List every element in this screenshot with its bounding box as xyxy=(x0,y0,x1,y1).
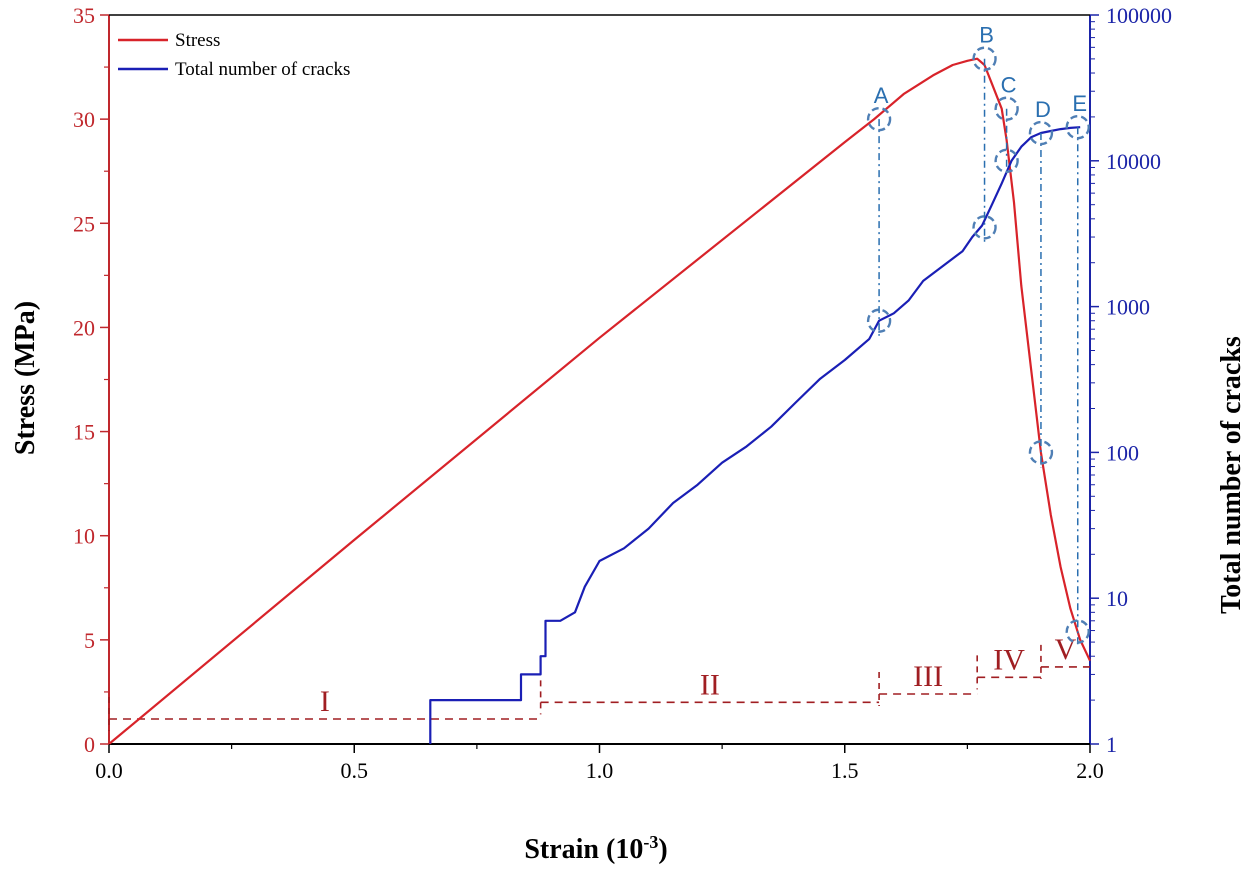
cracks-point-marker xyxy=(1028,120,1054,146)
left-axis-title: Stress (MPa) xyxy=(10,301,41,455)
x-tick-label: 2.0 xyxy=(1076,758,1104,783)
cracks-point-marker xyxy=(994,148,1019,174)
y-left-tick-label: 25 xyxy=(73,211,95,236)
point-label: C xyxy=(1001,73,1017,98)
cracks-point-marker xyxy=(972,215,997,240)
point-label: B xyxy=(979,23,994,48)
stage-label: III xyxy=(913,660,943,693)
cracks-series-line xyxy=(429,126,1081,744)
stress-point-marker xyxy=(866,106,892,132)
legend-cracks-label: Total number of cracks xyxy=(175,59,350,80)
y-left-tick-label: 35 xyxy=(73,3,95,28)
plot-frame xyxy=(108,14,1091,745)
cracks-point-marker xyxy=(866,308,892,333)
series-lines xyxy=(108,57,1091,745)
point-label: D xyxy=(1035,97,1051,122)
x-tick-label: 1.0 xyxy=(586,758,614,783)
axis-ticks: 0.0 0.5 1.0 1.5 2.0 0 5 10 15 20 25 30 35 1 10 100 1000 1… xyxy=(73,3,1172,783)
stage-label: I xyxy=(320,685,330,718)
y-left-tick-label: 30 xyxy=(73,107,95,132)
y-right-tick-label: 10000 xyxy=(1106,149,1161,174)
point-label: E xyxy=(1072,91,1087,116)
legend-stress-label: Stress xyxy=(175,30,220,51)
point-label: A xyxy=(874,83,889,108)
right-axis-title: Total number of cracks xyxy=(1216,336,1247,614)
cracks-point-marker xyxy=(1065,115,1090,140)
stress-series-line xyxy=(108,57,1091,745)
stage-label: II xyxy=(700,668,720,701)
stress-point-marker xyxy=(1065,619,1090,644)
x-tick-label: 0.0 xyxy=(95,758,123,783)
y-right-tick-label: 1 xyxy=(1106,732,1117,757)
x-axis-title: Strain (10-3) xyxy=(524,832,667,865)
y-left-tick-label: 10 xyxy=(73,524,95,549)
stress-point-marker xyxy=(994,96,1019,121)
y-left-tick-label: 15 xyxy=(73,420,95,445)
stage-label: V xyxy=(1055,633,1077,666)
x-tick-label: 1.5 xyxy=(831,758,859,783)
y-right-tick-label: 10 xyxy=(1106,586,1128,611)
stress-point-marker xyxy=(972,46,997,71)
y-left-tick-label: 20 xyxy=(73,315,95,340)
y-right-tick-label: 100000 xyxy=(1106,3,1172,28)
y-right-tick-label: 1000 xyxy=(1106,295,1150,320)
y-right-tick-label: 100 xyxy=(1106,440,1139,465)
legend: Stress Total number of cracks xyxy=(118,30,350,80)
y-left-tick-label: 0 xyxy=(84,732,95,757)
key-points: A BCD E xyxy=(866,23,1090,647)
stress-point-marker xyxy=(1028,440,1054,465)
x-tick-label: 0.5 xyxy=(341,758,369,783)
stage-label: IV xyxy=(993,643,1025,676)
y-left-tick-label: 5 xyxy=(84,628,95,653)
